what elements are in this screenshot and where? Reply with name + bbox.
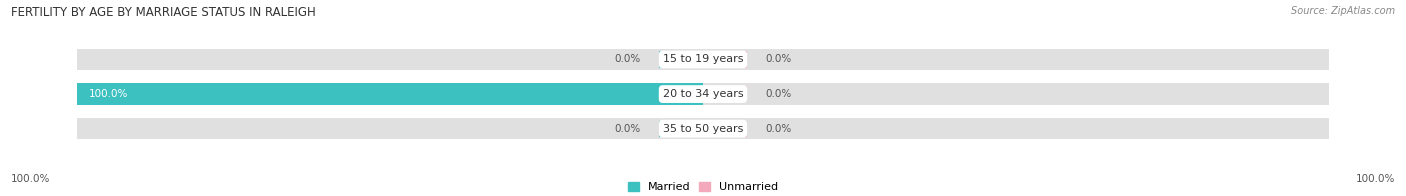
Text: 20 to 34 years: 20 to 34 years <box>662 89 744 99</box>
Bar <box>77 118 1329 139</box>
Bar <box>716 52 747 68</box>
Bar <box>77 83 1329 105</box>
Text: 100.0%: 100.0% <box>1355 174 1395 184</box>
Bar <box>659 86 690 102</box>
Text: 35 to 50 years: 35 to 50 years <box>662 124 744 134</box>
Legend: Married, Unmarried: Married, Unmarried <box>627 181 779 192</box>
Text: 100.0%: 100.0% <box>89 89 128 99</box>
Bar <box>659 52 690 68</box>
Bar <box>77 83 703 105</box>
Text: Source: ZipAtlas.com: Source: ZipAtlas.com <box>1291 6 1395 16</box>
Text: FERTILITY BY AGE BY MARRIAGE STATUS IN RALEIGH: FERTILITY BY AGE BY MARRIAGE STATUS IN R… <box>11 6 316 19</box>
Text: 0.0%: 0.0% <box>766 124 792 134</box>
Text: 100.0%: 100.0% <box>11 174 51 184</box>
Bar <box>77 49 1329 70</box>
Text: 15 to 19 years: 15 to 19 years <box>662 54 744 64</box>
Text: 0.0%: 0.0% <box>614 124 640 134</box>
Text: 0.0%: 0.0% <box>766 89 792 99</box>
Bar <box>716 86 747 102</box>
Bar <box>659 121 690 137</box>
Text: 0.0%: 0.0% <box>614 54 640 64</box>
Bar <box>716 121 747 137</box>
Text: 0.0%: 0.0% <box>766 54 792 64</box>
